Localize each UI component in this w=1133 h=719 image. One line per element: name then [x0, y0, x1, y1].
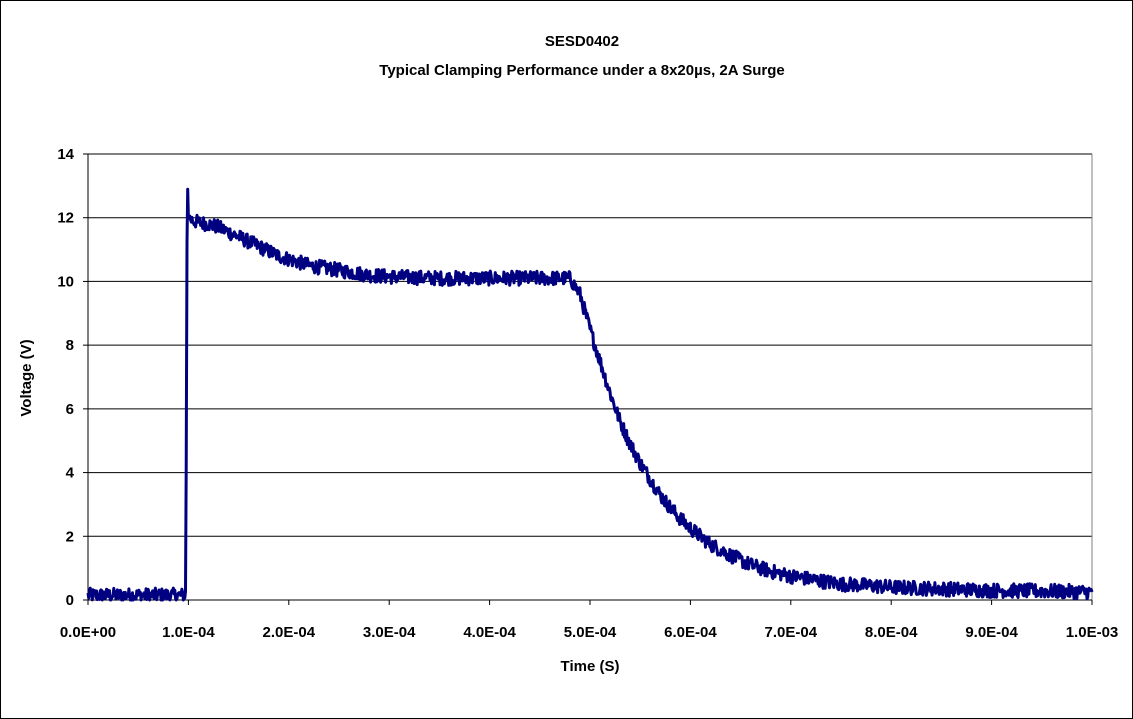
y-tick-label: 0	[66, 592, 74, 609]
axes	[83, 153, 1093, 605]
y-tick-label: 12	[57, 210, 74, 227]
y-tick-label: 6	[66, 401, 74, 418]
x-tick-label: 9.0E-04	[965, 624, 1018, 641]
x-tick-label: 1.0E-04	[162, 624, 215, 641]
x-tick-label: 1.0E-03	[1066, 624, 1119, 641]
series-layer	[86, 187, 1094, 602]
y-tick-label: 10	[57, 273, 74, 290]
grid-lines	[88, 153, 1092, 537]
chart-title: SESD0402	[545, 33, 619, 50]
x-tick-label: 2.0E-04	[263, 624, 316, 641]
x-tick-label: 0.0E+00	[60, 624, 116, 641]
x-tick-label: 5.0E-04	[564, 624, 617, 641]
x-tick-label: 7.0E-04	[765, 624, 818, 641]
x-tick-label: 6.0E-04	[664, 624, 717, 641]
y-axis-title: Voltage (V)	[18, 339, 35, 416]
tick-labels: 0 2 4 6 8 10 12 14 0.0E+00 1.0E-04 2.0E-04 3.0E-04 4…	[57, 146, 1118, 641]
y-tick-label: 2	[66, 528, 74, 545]
series-line	[86, 187, 1094, 602]
x-tick-label: 3.0E-04	[363, 624, 416, 641]
x-tick-label: 8.0E-04	[865, 624, 918, 641]
x-tick-label: 4.0E-04	[463, 624, 516, 641]
y-tick-label: 14	[57, 146, 74, 163]
y-tick-label: 4	[66, 465, 75, 482]
x-axis-title: Time (S)	[561, 658, 620, 675]
y-tick-label: 8	[66, 337, 74, 354]
chart-subtitle: Typical Clamping Performance under a 8x2…	[379, 62, 784, 79]
